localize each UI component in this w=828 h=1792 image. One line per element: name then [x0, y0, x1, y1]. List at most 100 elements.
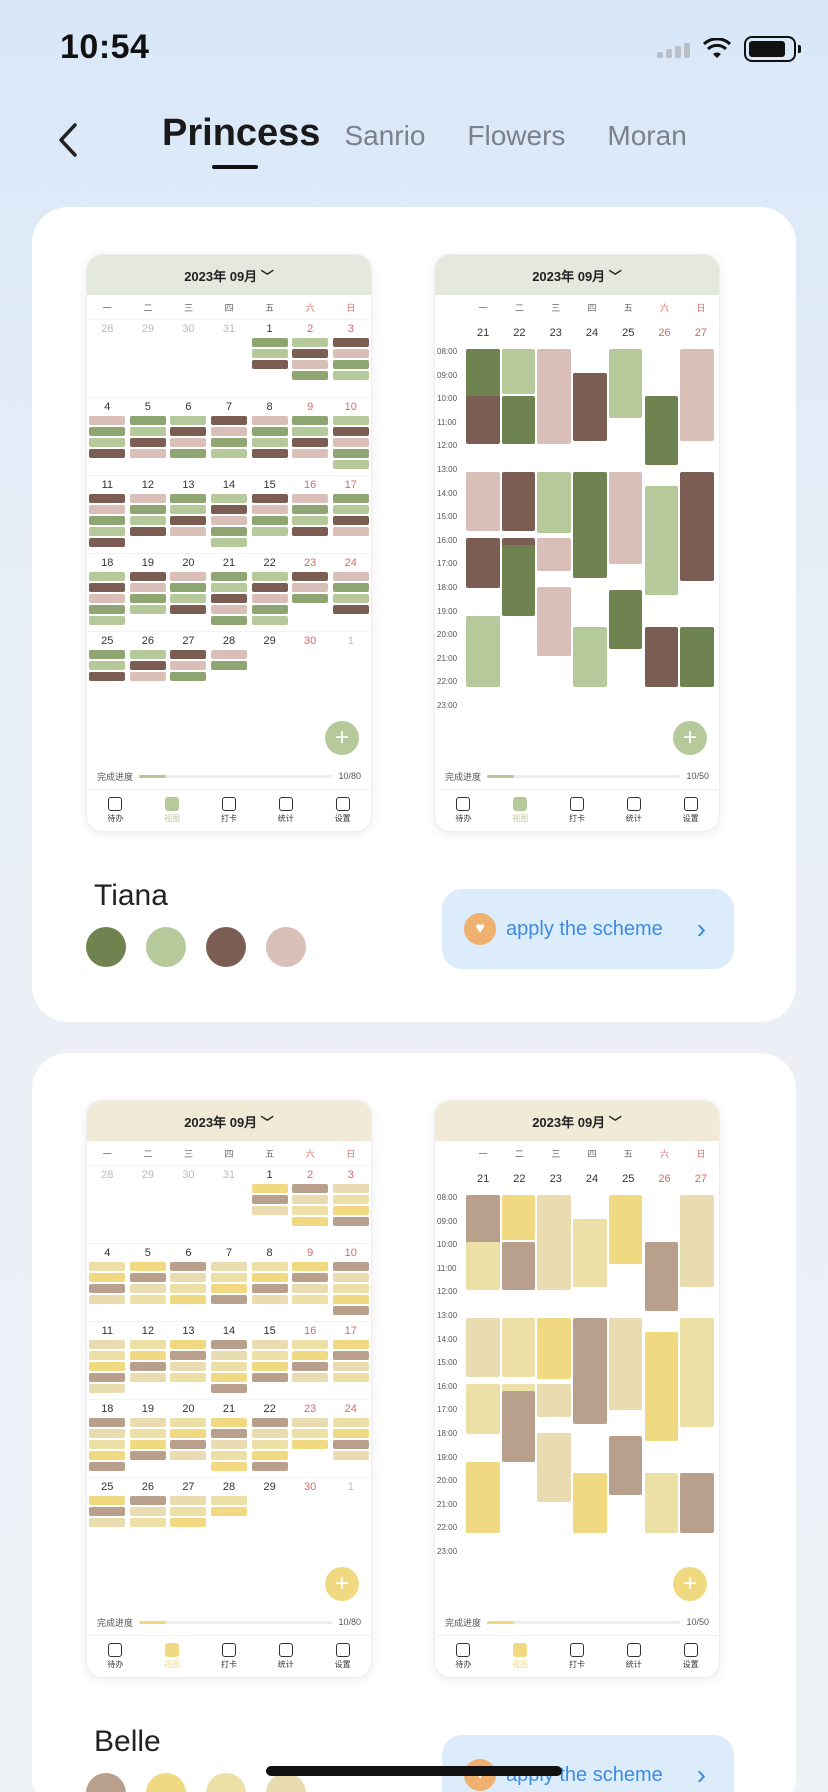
tabbar-item[interactable]: 视图 [144, 1636, 201, 1677]
day-cell[interactable]: 29 [128, 1166, 169, 1243]
schedule-block[interactable] [680, 1195, 714, 1288]
add-button[interactable]: + [673, 721, 707, 755]
day-cell[interactable]: 5 [128, 1244, 169, 1321]
day-cell[interactable]: 29 [128, 320, 169, 397]
day-cell[interactable]: 10 [330, 398, 371, 475]
day-cell[interactable]: 17 [330, 476, 371, 553]
day-cell[interactable]: 4 [87, 398, 128, 475]
day-cell[interactable]: 18 [87, 1400, 128, 1477]
schedule-block[interactable] [573, 627, 607, 687]
day-cell[interactable]: 9 [290, 398, 331, 475]
day-cell[interactable]: 16 [290, 476, 331, 553]
tabbar-item[interactable]: 设置 [662, 790, 719, 831]
day-cell[interactable]: 7 [209, 1244, 250, 1321]
schedule-block[interactable] [501, 1390, 536, 1463]
tabbar-item[interactable]: 设置 [314, 790, 371, 831]
schedule-block[interactable] [537, 1433, 572, 1503]
day-cell[interactable]: 13 [168, 476, 209, 553]
schedule-block[interactable] [501, 471, 536, 532]
day-cell[interactable]: 23 [290, 1400, 331, 1477]
schedule-block[interactable] [466, 1195, 500, 1248]
schedule-block[interactable] [501, 349, 536, 395]
tabbar-item[interactable]: 打卡 [549, 1636, 606, 1677]
day-cell[interactable]: 3 [330, 1166, 371, 1243]
schedule-block[interactable] [573, 372, 607, 442]
schedule-block[interactable] [537, 1195, 572, 1290]
day-cell[interactable]: 6 [168, 398, 209, 475]
day-cell[interactable]: 5 [128, 398, 169, 475]
day-cell[interactable]: 30 [168, 320, 209, 397]
add-button[interactable]: + [325, 721, 359, 755]
tabbar-item[interactable]: 打卡 [549, 790, 606, 831]
tabbar-item[interactable]: 打卡 [201, 790, 258, 831]
schedule-block[interactable] [466, 396, 500, 444]
day-cell[interactable]: 4 [87, 1244, 128, 1321]
back-button[interactable] [48, 118, 88, 162]
week-view-preview[interactable]: 2023年 09月 ﹀ 一 二 三 四 五 六 日 21 22 23 24 25 26 27 08:00 09:… [434, 254, 720, 832]
tabbar-item[interactable]: 统计 [257, 1636, 314, 1677]
tabbar-item[interactable]: 视图 [144, 790, 201, 831]
schedule-block[interactable] [466, 471, 500, 532]
schedule-block[interactable] [573, 1218, 607, 1288]
week-header[interactable]: 2023年 09月 ﹀ [435, 1101, 719, 1141]
day-cell[interactable]: 2 [290, 320, 331, 397]
schedule-block[interactable] [644, 1242, 679, 1311]
schedule-block[interactable] [573, 1317, 607, 1425]
tab-moran[interactable]: Moran [607, 120, 687, 151]
day-cell[interactable]: 21 [209, 1400, 250, 1477]
schedule-block[interactable] [466, 537, 500, 588]
day-cell[interactable]: 9 [290, 1244, 331, 1321]
day-cell[interactable]: 24 [330, 1400, 371, 1477]
day-cell[interactable]: 27 [168, 1478, 209, 1547]
schedule-block[interactable] [644, 1473, 679, 1533]
schedule-block[interactable] [680, 471, 714, 581]
day-cell[interactable]: 30 [290, 1478, 331, 1547]
schedule-block[interactable] [608, 1435, 643, 1496]
schedule-block[interactable] [537, 537, 572, 572]
schedule-block[interactable] [644, 396, 679, 465]
schedule-block[interactable] [466, 1461, 500, 1533]
day-cell[interactable]: 16 [290, 1322, 331, 1399]
day-cell[interactable]: 7 [209, 398, 250, 475]
schedule-block[interactable] [501, 1242, 536, 1290]
month-view-preview[interactable]: 2023年 09月 ﹀ 一二三四五六日 28 29 30 31 1 2 3 4 5 6 7 8 9 10 11 1… [86, 254, 372, 832]
schedule-block[interactable] [608, 471, 643, 565]
schedule-block[interactable] [537, 1383, 572, 1418]
schedule-block[interactable] [680, 1317, 714, 1427]
day-cell[interactable]: 24 [330, 554, 371, 631]
day-cell[interactable]: 12 [128, 476, 169, 553]
schedule-block[interactable] [537, 1317, 572, 1380]
tabbar-item[interactable]: 视图 [492, 790, 549, 831]
tabbar-item[interactable]: 待办 [87, 790, 144, 831]
schedule-block[interactable] [608, 1317, 643, 1411]
schedule-block[interactable] [501, 544, 536, 617]
day-cell[interactable]: 15 [249, 1322, 290, 1399]
day-cell[interactable]: 29 [249, 632, 290, 701]
day-cell[interactable]: 8 [249, 398, 290, 475]
day-cell[interactable]: 22 [249, 1400, 290, 1477]
day-cell[interactable]: 17 [330, 1322, 371, 1399]
schedule-block[interactable] [680, 627, 714, 687]
schedule-block[interactable] [680, 349, 714, 442]
schedule-block[interactable] [466, 1317, 500, 1378]
day-cell[interactable]: 1 [330, 1478, 371, 1547]
schedule-block[interactable] [501, 396, 536, 444]
month-header[interactable]: 2023年 09月 ﹀ [87, 255, 371, 295]
schedule-block[interactable] [573, 1473, 607, 1533]
day-cell[interactable]: 31 [209, 320, 250, 397]
week-view-preview[interactable]: 2023年 09月 ﹀ 一 二 三 四 五 六 日 21 22 23 24 25 26 27 08:00 09:… [434, 1100, 720, 1678]
schedule-block[interactable] [608, 589, 643, 650]
day-cell[interactable]: 26 [128, 1478, 169, 1547]
day-cell[interactable]: 11 [87, 476, 128, 553]
day-cell[interactable]: 1 [249, 1166, 290, 1243]
day-cell[interactable]: 14 [209, 476, 250, 553]
schedule-block[interactable] [466, 1242, 500, 1290]
tabbar-item[interactable]: 待办 [435, 1636, 492, 1677]
apply-scheme-button[interactable]: ♥ apply the scheme › [442, 1735, 734, 1792]
day-cell[interactable]: 12 [128, 1322, 169, 1399]
day-cell[interactable]: 23 [290, 554, 331, 631]
day-cell[interactable]: 15 [249, 476, 290, 553]
tab-flowers[interactable]: Flowers [467, 120, 566, 151]
day-cell[interactable]: 10 [330, 1244, 371, 1321]
day-cell[interactable]: 26 [128, 632, 169, 701]
